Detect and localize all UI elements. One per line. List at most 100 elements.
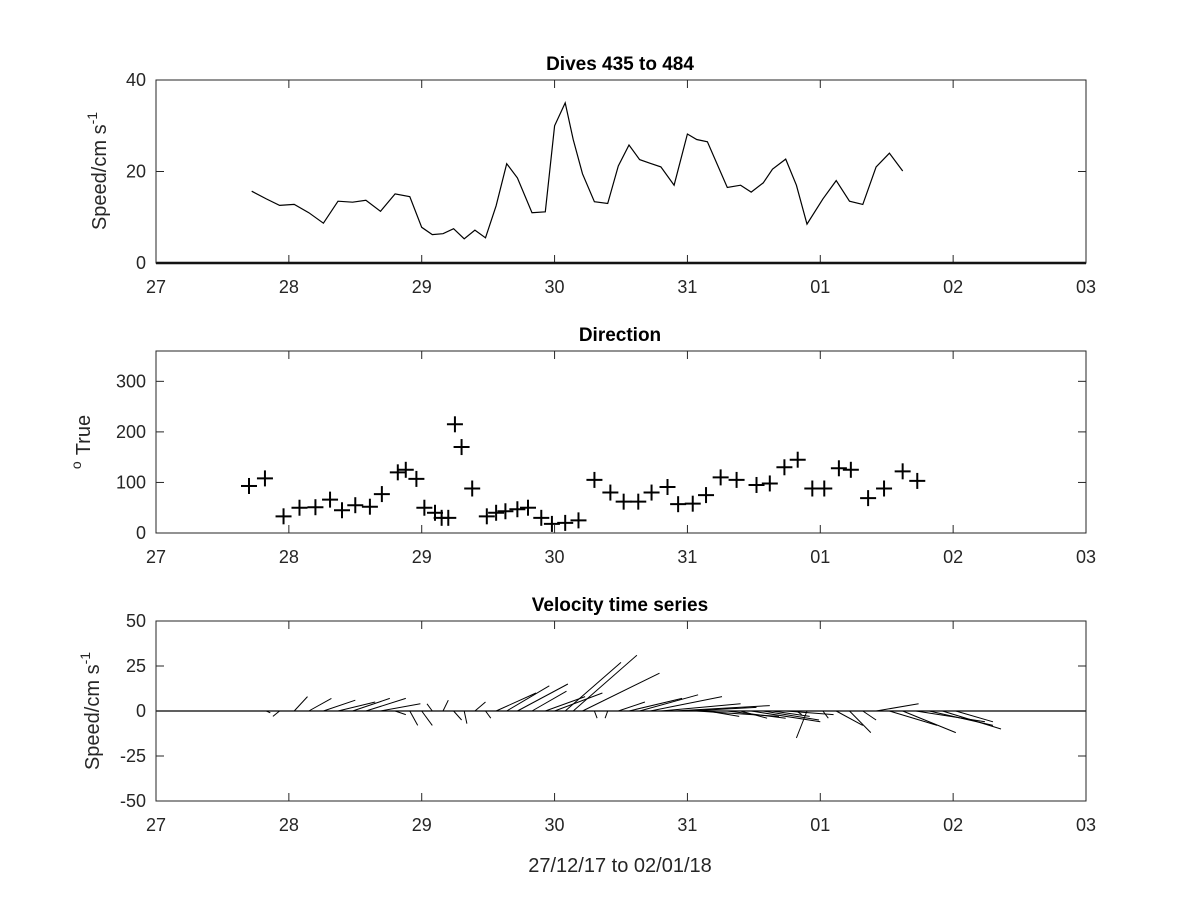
- direction-point: [712, 469, 729, 486]
- velocity-stick: [272, 710, 280, 717]
- direction-x-tick-label: 30: [545, 547, 565, 567]
- direction-point: [830, 460, 847, 477]
- velocity-stick: [352, 697, 390, 712]
- velocity-stick: [835, 710, 864, 726]
- velocity-x-tick-label: 27: [146, 815, 166, 835]
- velocity-stick: [915, 710, 986, 723]
- direction-point: [860, 490, 877, 507]
- direction-point: [630, 493, 647, 510]
- velocity-stick: [564, 662, 622, 712]
- speed-plot-frame: [155, 79, 1087, 264]
- velocity-x-tick-label: 30: [545, 815, 565, 835]
- direction-point: [291, 499, 308, 516]
- velocity-stick: [795, 710, 808, 739]
- direction-point: [557, 514, 574, 531]
- velocity-stick: [506, 685, 550, 712]
- speed-axes: 27 28 29 30 31 01 02 03 0 20 40: [126, 70, 1096, 297]
- speed-line: [251, 101, 904, 240]
- speed-x-tick-label: 27: [146, 277, 166, 297]
- velocity-stick: [453, 710, 462, 721]
- direction-point: [416, 499, 433, 516]
- velocity-stick: [442, 699, 449, 712]
- velocity-y-tick-label: 25: [126, 656, 146, 676]
- direction-point: [440, 509, 457, 526]
- speed-x-tick-label: 01: [810, 277, 830, 297]
- speed-ylabel: Speed/cm s-1: [84, 112, 111, 230]
- velocity-x-tick-label: 02: [943, 815, 963, 835]
- direction-point: [761, 475, 778, 492]
- velocity-axes: 27 28 29 30 31 01 02 03 50 25 0 -25 -50: [120, 611, 1096, 835]
- direction-point: [389, 464, 406, 481]
- velocity-x-tick-label: 03: [1076, 815, 1096, 835]
- direction-y-tick-label: 100: [116, 472, 146, 492]
- direction-point: [533, 509, 550, 526]
- velocity-stick: [639, 694, 699, 712]
- direction-point: [509, 501, 526, 518]
- velocity-stick: [266, 710, 271, 714]
- velocity-ylabel-main: Speed/cm s: [82, 664, 104, 770]
- velocity-stick: [409, 710, 419, 726]
- velocity-y-tick-label: -25: [120, 746, 146, 766]
- velocity-stick: [628, 697, 683, 712]
- velocity-y-tick-label: 50: [126, 611, 146, 631]
- direction-point: [659, 478, 676, 495]
- direction-point: [361, 498, 378, 515]
- direction-point: [776, 459, 793, 476]
- direction-point: [909, 472, 926, 489]
- velocity-stick: [955, 710, 994, 723]
- direction-point: [602, 484, 619, 501]
- direction-point: [748, 476, 765, 493]
- velocity-stick: [293, 696, 308, 712]
- direction-point: [570, 512, 587, 529]
- direction-y-tick-label: 200: [116, 422, 146, 442]
- velocity-stick: [751, 710, 821, 723]
- velocity-stick: [687, 706, 757, 712]
- direction-panel: Direction 27 28 29 30 31 01 02 03 0 100 200 300 o Tr…: [68, 325, 1096, 567]
- velocity-y-tick-label: -50: [120, 791, 146, 811]
- velocity-stick: [593, 710, 598, 719]
- velocity-panel-title: Velocity time series: [532, 595, 708, 616]
- velocity-plot-frame: [155, 620, 1087, 802]
- speed-panel: Dives 435 to 484 27 28 29 30 31 01 02 03 0 20 40 S…: [84, 54, 1096, 297]
- velocity-stick: [582, 672, 660, 712]
- direction-point: [698, 487, 715, 504]
- velocity-stick: [660, 703, 741, 712]
- speed-ylabel-main: Speed/cm s: [89, 124, 111, 230]
- velocity-stick: [618, 701, 646, 712]
- direction-point: [241, 477, 257, 494]
- direction-x-tick-label: 27: [146, 547, 166, 567]
- velocity-stick: [707, 710, 740, 717]
- speed-ylabel-sup: -1: [84, 112, 100, 125]
- velocity-stick: [796, 710, 802, 716]
- speed-panel-title: Dives 435 to 484: [546, 54, 694, 75]
- direction-point: [789, 451, 806, 468]
- speed-x-tick-label: 02: [943, 277, 963, 297]
- velocity-ylabel: Speed/cm s-1: [77, 652, 104, 770]
- direction-point: [256, 470, 273, 487]
- velocity-stick: [942, 710, 1002, 730]
- direction-point: [464, 480, 481, 497]
- speed-y-tick-label: 0: [136, 253, 146, 273]
- velocity-stick: [554, 692, 603, 712]
- direction-point: [615, 493, 632, 510]
- speed-x-tick-label: 30: [545, 277, 565, 297]
- velocity-stick: [421, 710, 433, 726]
- direction-point: [347, 497, 364, 514]
- velocity-stick: [394, 710, 406, 716]
- speed-x-tick-label: 28: [279, 277, 299, 297]
- velocity-panel: Velocity time series 27 28 29 30 31 01 02 03502…: [77, 595, 1096, 877]
- velocity-stick: [822, 710, 829, 719]
- direction-point: [322, 491, 339, 508]
- velocity-stick: [902, 710, 956, 734]
- x-axis-label: 27/12/17 to 02/01/18: [528, 855, 712, 877]
- velocity-stick: [517, 683, 569, 712]
- direction-point: [446, 416, 463, 433]
- velocity-stick: [572, 654, 638, 712]
- direction-point: [684, 495, 701, 512]
- direction-point: [586, 471, 603, 488]
- velocity-y-tick-label: 0: [136, 701, 146, 721]
- direction-point: [816, 480, 833, 497]
- velocity-stick: [531, 690, 567, 712]
